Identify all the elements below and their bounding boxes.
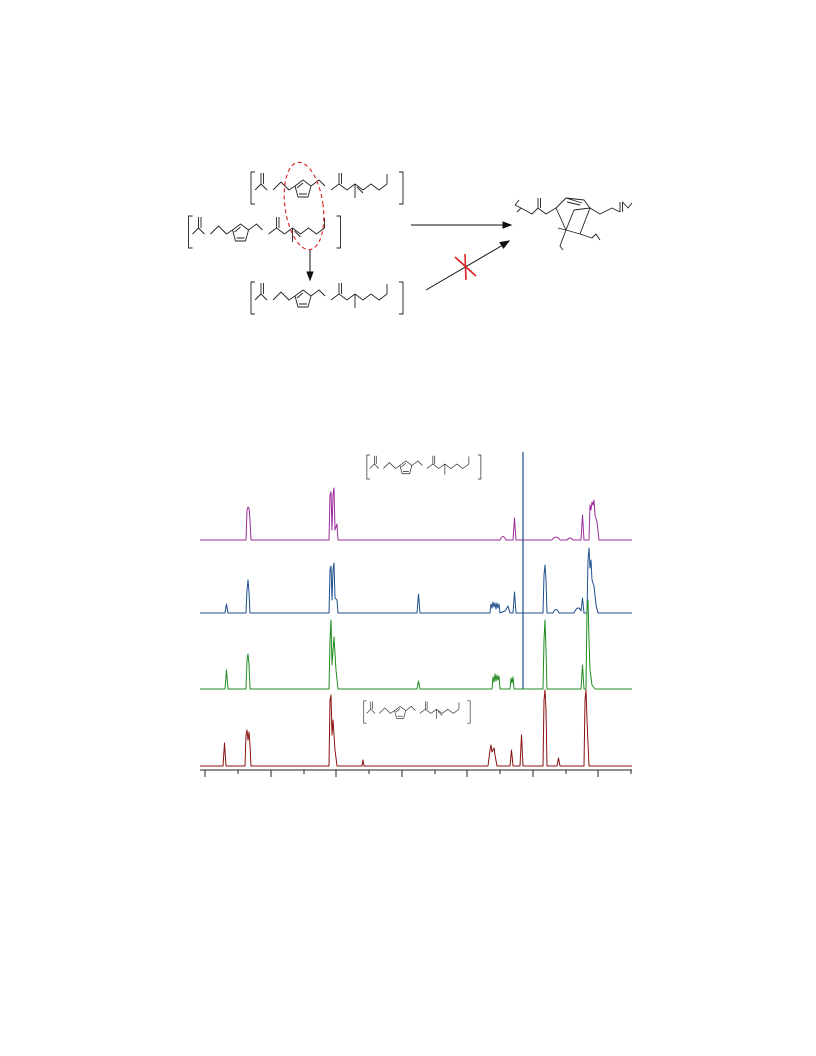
x-axis [200, 769, 632, 777]
polymer-structure [250, 281, 404, 315]
polymer-structure [363, 700, 471, 724]
spectrum-trace [200, 547, 632, 614]
minor-ticks [237, 770, 632, 774]
reaction-scheme [188, 161, 633, 315]
polymer-structure [250, 171, 404, 205]
highlight-ellipse [283, 161, 325, 251]
arrows [306, 221, 513, 291]
adduct-structure [514, 197, 633, 251]
polymer-structure [366, 454, 482, 480]
nmr-spectra [200, 452, 632, 777]
major-ticks [204, 770, 599, 777]
polymer-structure [188, 215, 341, 249]
spectrum-trace [200, 487, 632, 541]
spectrum-trace [200, 689, 632, 767]
blocked-mark [454, 253, 477, 281]
spectrum-trace [200, 599, 632, 690]
